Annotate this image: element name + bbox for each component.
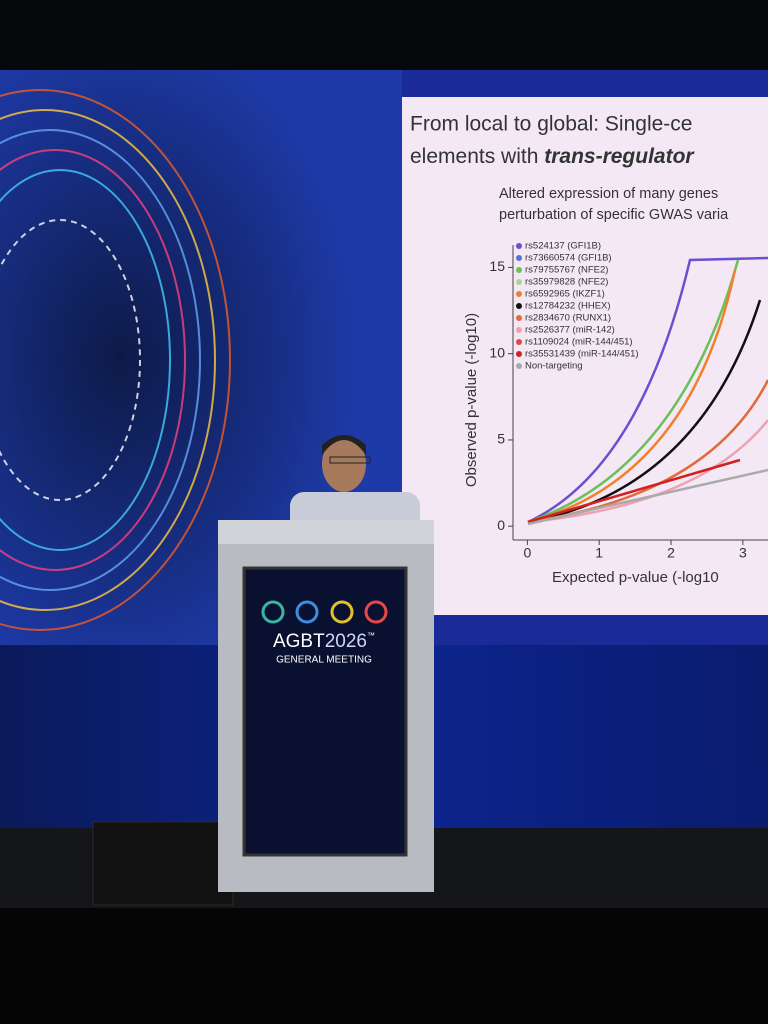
slide-subtitle: Altered expression of many genes: [499, 186, 718, 202]
legend-swatch: [516, 291, 522, 297]
slide-title: elements with trans-regulator: [410, 145, 695, 168]
legend-entry: rs73660574 (GFI1B): [525, 253, 612, 264]
podium-subtitle: GENERAL MEETING: [276, 655, 372, 666]
legend-entry: rs12784232 (HHEX): [525, 301, 611, 312]
y-tick-label: 5: [497, 431, 505, 447]
legend-swatch: [516, 279, 522, 285]
legend-swatch: [516, 255, 522, 261]
podium-screen: [242, 566, 408, 857]
x-tick-label: 2: [667, 545, 675, 561]
legend-swatch: [516, 303, 522, 309]
ring-art: [0, 89, 231, 631]
legend-entry: rs35531439 (miR-144/451): [525, 349, 639, 360]
y-tick-label: 0: [497, 517, 505, 533]
y-tick-label: 15: [489, 258, 505, 274]
legend-entry: rs1109024 (miR-144/451): [525, 337, 633, 348]
legend-swatch: [516, 315, 522, 321]
monitor-speaker: [92, 821, 234, 906]
logo-name: AGBT: [273, 631, 325, 652]
legend-swatch: [516, 339, 522, 345]
podium-logo: AGBT2026™: [273, 631, 375, 652]
legend-swatch: [516, 267, 522, 273]
plot: 0 5 10 15 0 1 2 3 rs524137 (GFI1B)rs73660574 (GF…: [489, 241, 768, 561]
y-tick-label: 10: [489, 344, 505, 360]
legend-swatch: [516, 351, 522, 357]
podium-top: [218, 520, 434, 544]
x-tick-label: 3: [739, 545, 747, 561]
legend-swatch: [516, 243, 522, 249]
legend-swatch: [516, 363, 522, 369]
x-tick-label: 0: [523, 545, 531, 561]
x-tick-label: 1: [595, 545, 603, 561]
legend-entry: rs524137 (GFI1B): [525, 241, 601, 252]
slide-title-part: elements with: [410, 145, 544, 168]
legend-entry: Non-targeting: [525, 361, 583, 372]
legend-entry: rs6592965 (IKZF1): [525, 289, 605, 300]
slide-title: From local to global: Single-ce: [410, 113, 692, 136]
legend-entry: rs2834670 (RUNX1): [525, 313, 611, 324]
logo-icons: [261, 600, 388, 624]
slide: [402, 97, 768, 615]
legend-entry: rs35979828 (NFE2): [525, 277, 608, 288]
stage-skirt: [0, 908, 768, 1024]
curves: [527, 256, 768, 526]
slide-subtitle: perturbation of specific GWAS varia: [499, 207, 729, 223]
slide-title-part: trans-regulator: [544, 145, 695, 168]
x-axis-label: Expected p-value (-log10: [552, 569, 719, 586]
logo-mark: ™: [367, 631, 375, 640]
ceiling: [0, 0, 768, 72]
logo-year: 2026: [325, 631, 367, 652]
legend-entry: rs79755767 (NFE2): [525, 265, 608, 276]
legend-entry: rs2526377 (miR-142): [525, 325, 615, 336]
legend-swatch: [516, 327, 522, 333]
y-axis-label: Observed p-value (-log10): [463, 313, 480, 487]
